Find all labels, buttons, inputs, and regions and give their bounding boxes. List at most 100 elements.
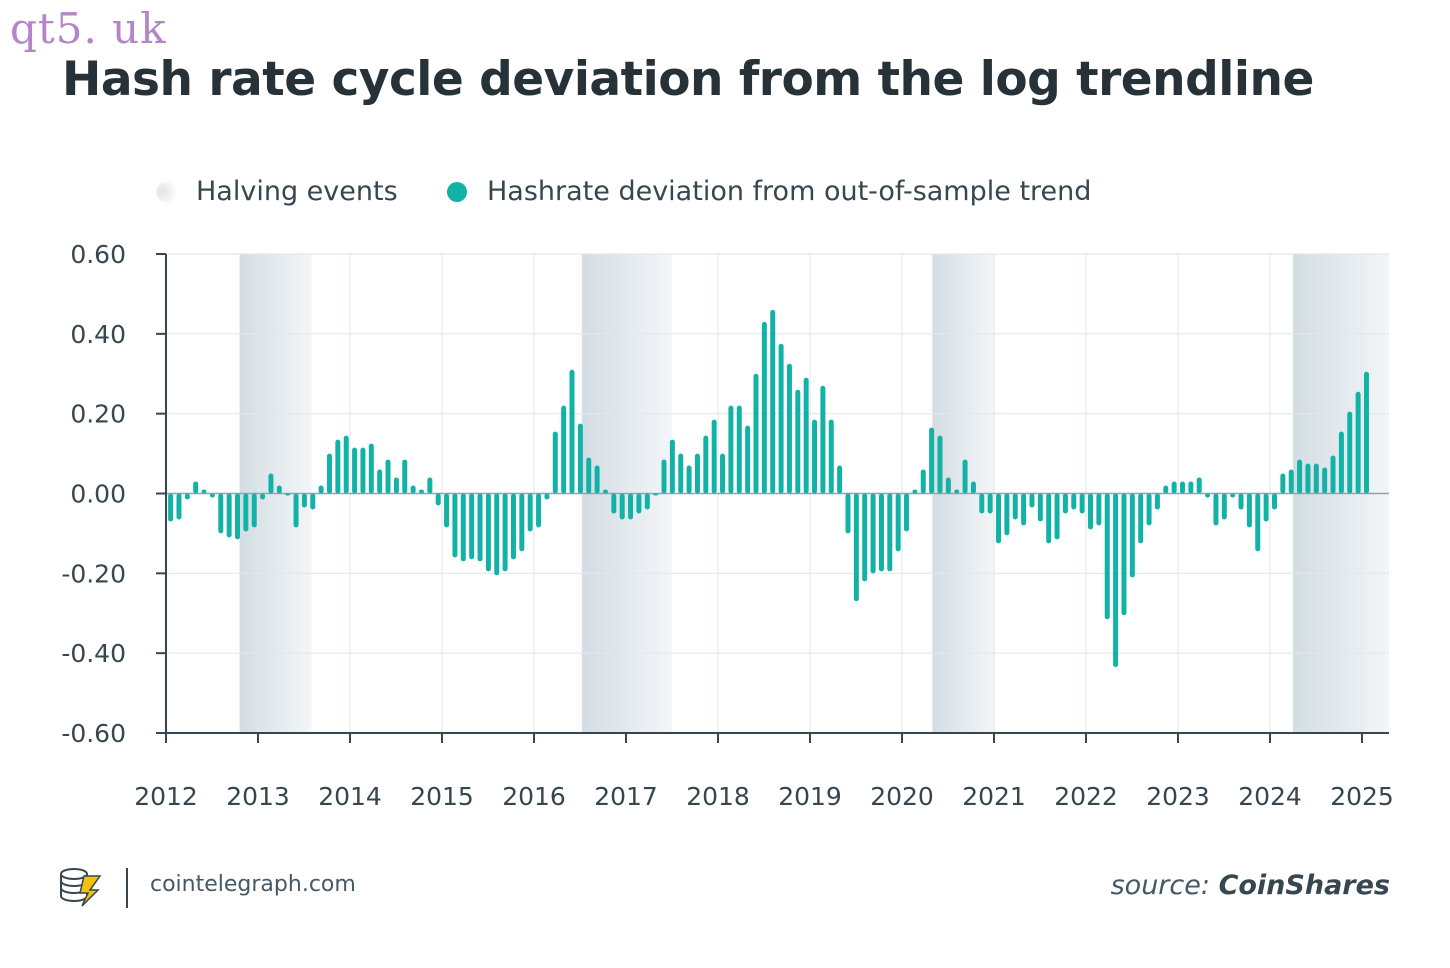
bar [1062,493,1068,514]
bar [1071,493,1077,510]
bar [385,459,391,494]
bar [485,493,491,572]
legend-swatch-halving [156,181,176,202]
bar [678,453,684,494]
bar [895,493,901,552]
bar [1288,469,1294,494]
bar [1271,493,1277,510]
bar [1121,493,1127,616]
y-tick-label: -0.20 [61,559,126,588]
grid [165,253,1389,734]
bar [904,493,910,532]
bar [577,423,583,494]
bar [176,493,182,520]
bar [611,493,617,514]
x-tick-label: 2016 [502,782,566,811]
bar [435,493,441,506]
bar [1330,455,1336,494]
bar [1138,493,1144,544]
bar [209,493,215,498]
x-tick-label: 2017 [594,782,658,811]
bar [970,481,976,494]
bar [586,457,592,494]
bar [352,447,358,494]
bar [402,459,408,494]
bar [1104,493,1110,620]
bar [343,435,349,494]
bar [1171,481,1177,494]
bar [1221,493,1227,520]
bar-chart: 0.60 0.40 0.20 0.00 -0.20 -0.40 -0.60 2012 2013… [61,240,1394,811]
bar [502,493,508,572]
bar [1096,493,1102,526]
bar [193,481,199,494]
bar [820,385,826,494]
bar [661,459,667,494]
y-tick-label: 0.20 [70,400,126,429]
bar [619,493,625,520]
bar [393,477,399,494]
bar [410,485,416,494]
bar [1012,493,1018,520]
bar [1230,493,1236,498]
bar [795,389,801,494]
bar [837,465,843,494]
legend-swatch-hashrate [447,181,467,202]
bar [201,489,207,494]
bar [987,493,993,514]
bar [686,465,692,494]
bar [1263,493,1269,522]
bar [1196,477,1202,494]
footer-divider [126,868,128,908]
watermark: qt5. uk [10,4,167,53]
bar [527,493,533,532]
legend-item-hashrate: Hashrate deviation from out-of-sample tr… [447,176,1091,207]
bar [293,493,299,528]
bar [703,435,709,494]
bar [477,493,483,562]
bar [1113,493,1119,668]
y-tick-label: 0.60 [70,240,126,269]
bar [536,493,542,528]
bar [1179,481,1185,494]
bar [226,493,232,538]
bar [962,459,968,494]
bar [786,363,792,494]
bar [736,405,742,494]
bar [720,453,726,494]
bar [1021,493,1027,526]
bar [427,477,433,494]
bar [812,419,818,494]
bar [1037,493,1043,522]
bar [770,309,776,494]
bar [1188,481,1194,494]
bar [636,493,642,514]
bar [1154,493,1160,510]
bar [552,431,558,494]
bar [418,489,424,494]
x-tick-label: 2023 [1146,782,1210,811]
bar [945,477,951,494]
legend-label-halving: Halving events [196,176,398,207]
bar [1129,493,1135,578]
bar [761,321,767,494]
bar [452,493,458,558]
x-tick-label: 2018 [686,782,750,811]
bar [803,377,809,494]
bar [887,493,893,572]
bar [368,443,374,494]
bar [1004,493,1010,536]
bar [243,493,249,532]
bar [1163,485,1169,494]
bar [937,435,943,494]
bar [561,405,567,494]
source-name: CoinShares [1218,870,1390,901]
bar [1355,391,1361,494]
bar [268,473,274,494]
bar [569,369,575,494]
bar [628,493,634,520]
bar [728,405,734,494]
footer-site: cointelegraph.com [150,872,356,897]
bar [853,493,859,602]
bar [1322,467,1328,494]
